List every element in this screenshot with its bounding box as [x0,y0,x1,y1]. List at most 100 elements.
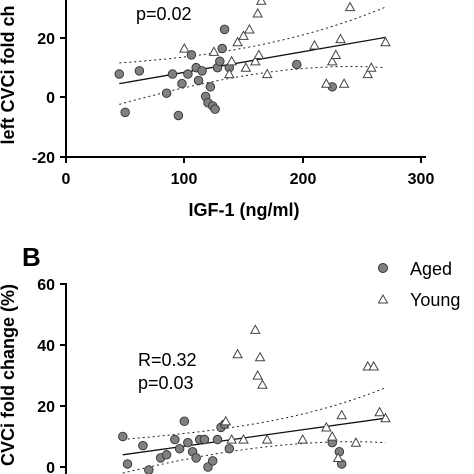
data-point-circle [219,24,230,35]
regression-line [119,36,386,85]
data-point-triangle [240,62,252,72]
data-point-circle [118,431,128,442]
confidence-band-lower [122,441,386,474]
data-point-triangle [336,409,348,420]
bottom-y-tick-label: 60 [37,277,55,294]
data-point-triangle [238,434,249,444]
top-x-axis-label: IGF-1 (ng/ml) [189,200,300,220]
data-point-circle [207,456,218,466]
data-point-circle [120,107,130,118]
data-point-circle [191,453,201,463]
data-point-triangle [220,415,232,426]
data-point-triangle [257,379,268,389]
top-p-value: p=0.02 [136,4,192,24]
panel-bottom: B 60 40 20 0 CVCi fold change (%) R=0.32… [0,242,460,474]
data-point-circle [199,434,210,445]
bottom-y-axis-label: CVCi fold change (%) [0,284,18,466]
data-point-triangle [232,36,243,47]
data-point-circle [134,66,145,76]
data-point-circle [205,82,216,92]
data-point-circle [292,59,302,70]
legend-aged-label: Aged [410,259,452,279]
data-point-circle [167,69,178,79]
data-point-circle [193,75,204,86]
confidence-band-upper [119,6,386,64]
data-point-triangle [374,406,385,417]
panel-letter: B [22,242,41,272]
data-point-triangle [252,369,264,380]
data-point-triangle [320,78,332,88]
data-point-circle [197,66,207,76]
top-x-tick-label: 200 [290,171,317,188]
data-point-circle [144,465,154,474]
data-point-triangle [226,55,238,66]
data-point-circle [186,50,197,60]
data-point-triangle [338,78,350,88]
data-point-circle [179,416,190,427]
legend-young-marker [377,293,389,304]
panel-top: 20 0 -20 0 100 200 300 IGF-1 (ng/ml) lef… [0,0,434,220]
data-point-triangle [335,33,346,44]
data-point-circle [170,434,180,445]
data-point-triangle [368,360,380,371]
data-point-triangle [261,68,273,79]
regression-line [122,417,386,456]
data-point-circle [161,450,172,460]
top-y-tick-label: -20 [32,150,55,167]
data-point-triangle [253,49,265,60]
data-point-circle [177,78,187,89]
data-point-circle [183,69,193,79]
top-plot-marks [114,0,391,121]
data-point-triangle [330,49,342,60]
data-point-circle [212,434,223,445]
data-point-triangle [326,430,338,441]
data-point-circle [210,104,220,114]
data-point-triangle [238,30,249,40]
bottom-y-tick-label: 0 [46,460,55,474]
bottom-y-tick-label: 20 [37,399,55,416]
data-point-circle [114,69,124,79]
data-point-triangle [261,434,273,444]
data-point-triangle [344,1,356,12]
data-point-triangle [365,62,377,72]
legend-aged-marker [378,263,388,273]
data-point-circle [224,443,235,454]
data-point-triangle [232,348,243,359]
legend-young-label: Young [410,290,460,310]
top-x-tick-label: 300 [408,171,435,188]
data-point-circle [183,437,193,448]
data-point-circle [122,459,133,469]
confidence-band-upper [122,387,386,441]
bottom-plot-marks [118,324,391,474]
data-point-circle [174,443,185,454]
data-point-triangle [226,434,238,444]
top-y-tick-label: 20 [37,31,55,48]
data-point-triangle [380,412,391,423]
data-point-triangle [332,452,344,462]
top-x-tick-label: 100 [171,171,198,188]
bottom-p-value: p=0.03 [138,373,194,393]
data-point-triangle [326,55,338,66]
data-point-circle [215,56,225,67]
data-point-triangle [208,46,220,56]
bottom-r-value: R=0.32 [138,350,197,370]
data-point-circle [161,88,172,98]
top-y-axis-label: left CVCi fold ch [0,6,18,145]
data-point-triangle [244,23,255,34]
data-point-triangle [350,437,362,447]
data-point-triangle [254,351,266,362]
data-point-triangle [380,36,391,47]
legend: Aged Young [377,259,460,310]
data-point-circle [173,110,184,121]
data-point-triangle [249,55,261,66]
data-point-triangle [252,7,264,18]
data-point-circle [138,440,148,451]
top-x-tick-label: 0 [62,171,71,188]
data-point-triangle [178,43,190,53]
data-point-circle [217,43,227,54]
bottom-y-tick-label: 40 [37,338,55,355]
data-point-triangle [309,39,320,50]
data-point-triangle [320,421,332,432]
data-point-triangle [223,68,235,79]
